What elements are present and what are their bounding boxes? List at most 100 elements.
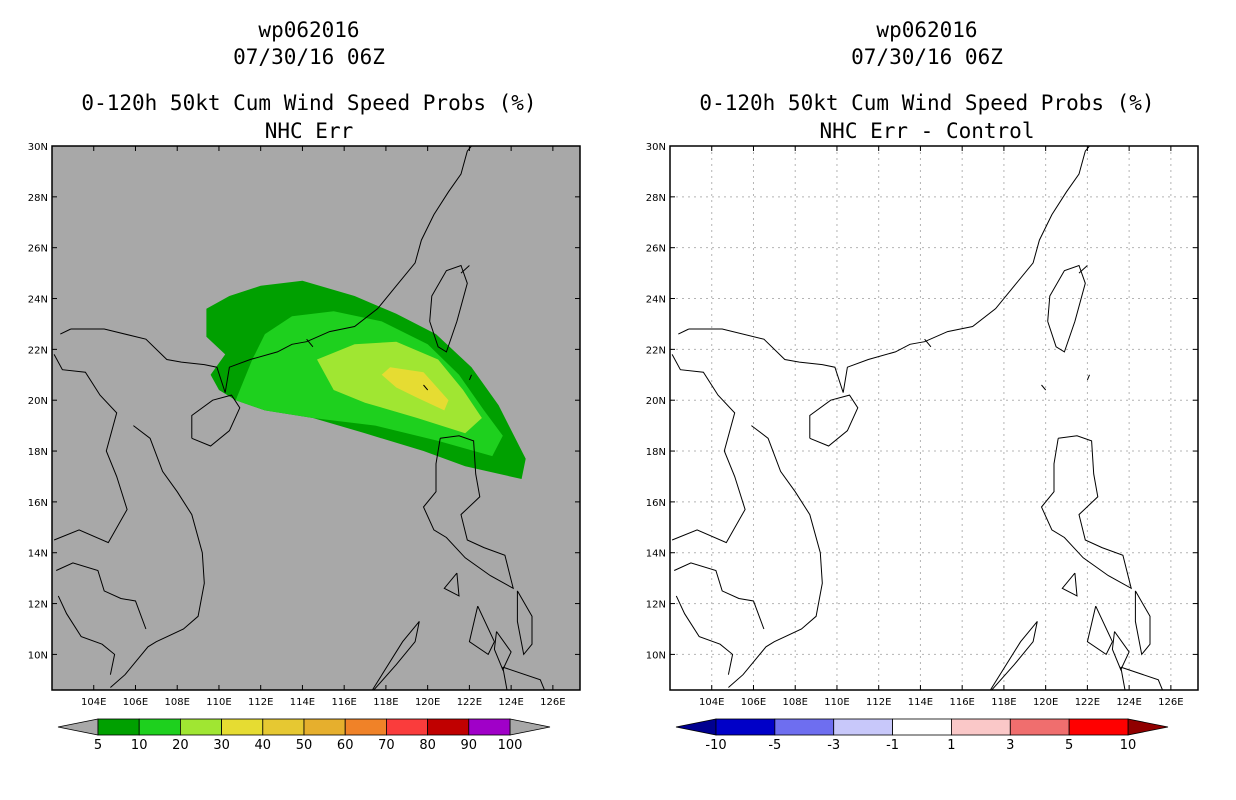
x-tick-label: 112E (248, 697, 273, 708)
x-tick-label: 106E (741, 697, 766, 708)
colorbar-bin (303, 718, 346, 736)
colorbar-bin (1009, 718, 1070, 736)
x-tick-label: 122E (1075, 697, 1100, 708)
coastline (423, 384, 429, 391)
coastline (673, 562, 765, 630)
prob-contour-30 (381, 367, 449, 411)
y-tick-label: 24N (646, 295, 666, 306)
coastline (678, 328, 690, 335)
coastline (55, 562, 147, 630)
x-tick-label: 104E (699, 697, 724, 708)
colorbar-bin (1068, 718, 1129, 736)
product-title: 0-120h 50kt Cum Wind Speed Probs (%) (81, 91, 537, 115)
forecast-time: 07/30/16 06Z (233, 45, 385, 69)
coastline (924, 338, 932, 348)
x-tick-label: 106E (123, 697, 148, 708)
colorbar-bin (221, 718, 264, 736)
colorbar-bin (715, 718, 776, 736)
coastline (60, 328, 72, 335)
colorbar-label: 60 (337, 738, 354, 753)
x-tick-label: 120E (415, 697, 440, 708)
map-frame (669, 145, 1199, 691)
colorbar-label: 10 (131, 738, 148, 753)
colorbar-end-right (1127, 718, 1169, 736)
x-tick-label: 108E (165, 697, 190, 708)
coastline (1086, 605, 1113, 656)
x-tick-label: 112E (866, 697, 891, 708)
colorbar-label: 90 (461, 738, 478, 753)
x-tick-label: 122E (457, 697, 482, 708)
coastline (422, 435, 514, 590)
coastline (516, 590, 533, 656)
colorbar-label: 80 (419, 738, 436, 753)
y-tick-label: 28N (28, 193, 48, 204)
map-background (670, 146, 1198, 690)
x-tick-label: 120E (1033, 697, 1058, 708)
y-tick-label: 30N (646, 142, 666, 153)
y-tick-label: 10N (28, 650, 48, 661)
colorbar-label: -10 (705, 738, 726, 753)
forecast-time: 07/30/16 06Z (851, 45, 1003, 69)
x-tick-label: 118E (373, 697, 398, 708)
map-frame (51, 145, 581, 691)
coastline (688, 146, 1090, 393)
colorbar-label: 5 (94, 738, 102, 753)
colorbar-end-left (57, 718, 99, 736)
coastline (1134, 590, 1151, 656)
y-tick-label: 16N (646, 498, 666, 509)
coastline (468, 605, 495, 656)
coastline (1047, 264, 1086, 353)
x-tick-label: 110E (824, 697, 849, 708)
x-tick-label: 124E (498, 697, 523, 708)
x-tick-label: 116E (949, 697, 974, 708)
colorbar-label: 1 (947, 738, 955, 753)
coastline (460, 265, 470, 274)
colorbar-bin (344, 718, 387, 736)
colorbar-label: -5 (768, 738, 781, 753)
product-title: 0-120h 50kt Cum Wind Speed Probs (%) (699, 91, 1155, 115)
coastline (468, 374, 472, 381)
y-tick-label: 30N (28, 142, 48, 153)
y-tick-label: 10N (646, 650, 666, 661)
colorbar-label: 50 (296, 738, 313, 753)
coastline (70, 146, 472, 393)
x-tick-label: 104E (81, 697, 106, 708)
coastline (429, 264, 468, 353)
y-tick-label: 16N (28, 498, 48, 509)
y-tick-label: 14N (28, 549, 48, 560)
x-tick-label: 108E (783, 697, 808, 708)
coastline (728, 425, 823, 688)
colorbar-bin (138, 718, 181, 736)
colorbar-bin (833, 718, 893, 736)
product-subtitle: NHC Err (264, 119, 354, 143)
colorbar-label: -3 (827, 738, 840, 753)
colorbar-bin (892, 718, 952, 736)
y-tick-label: 20N (646, 396, 666, 407)
storm-id: wp062016 (258, 18, 360, 42)
colorbar-label: 3 (1006, 738, 1014, 753)
colorbar-bin (262, 718, 305, 736)
y-tick-label: 12N (646, 600, 666, 611)
difference-map: 104E 106E 108E 110E 112E 114E 116E 118E 120E 122E… (646, 142, 1199, 753)
y-tick-label: 18N (646, 447, 666, 458)
colorbar-bin (97, 718, 140, 736)
coastline (1086, 374, 1090, 381)
y-tick-label: 12N (28, 600, 48, 611)
colorbar-bin (774, 718, 835, 736)
y-tick-label: 24N (28, 295, 48, 306)
colorbar-bin (385, 718, 428, 736)
coastline (110, 425, 205, 688)
map-layer (670, 146, 1198, 690)
colorbar-bin (427, 718, 470, 736)
coastline (809, 394, 859, 447)
coastline (306, 338, 314, 348)
y-tick-label: 20N (28, 396, 48, 407)
y-tick-label: 26N (28, 244, 48, 255)
coastline (371, 621, 420, 690)
colorbar-label: 40 (255, 738, 272, 753)
colorbar-bin (951, 718, 1011, 736)
x-tick-label: 116E (331, 697, 356, 708)
coastline (675, 595, 734, 675)
y-tick-label: 26N (646, 244, 666, 255)
y-tick-label: 14N (646, 549, 666, 560)
